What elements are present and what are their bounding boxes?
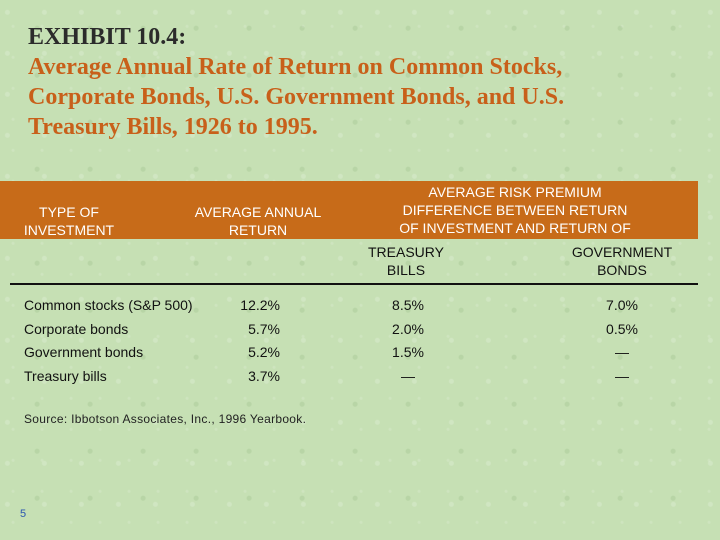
- row-gbonds-premium: 7.0%: [606, 297, 638, 313]
- page-number: 5: [20, 508, 27, 520]
- row-tbills-premium: 2.0%: [392, 321, 424, 337]
- header-type-line2: INVESTMENT: [23, 222, 115, 238]
- row-gbonds-premium: —: [615, 344, 629, 360]
- row-name: Common stocks (S&P 500): [24, 297, 193, 313]
- row-name: Government bonds: [24, 344, 144, 360]
- table-row: Common stocks (S&P 500) 12.2% 8.5% 7.0%: [0, 297, 720, 319]
- row-gbonds-premium: —: [615, 368, 629, 384]
- row-name: Treasury bills: [24, 368, 107, 384]
- subheader-tbills-line2: BILLS: [386, 262, 426, 278]
- header-average-risk-premium: AVERAGE RISK PREMIUM DIFFERENCE BETWEEN …: [370, 183, 660, 237]
- subheader-tbills-line1: TREASURY: [368, 244, 444, 260]
- table-row: Corporate bonds 5.7% 2.0% 0.5%: [0, 321, 720, 343]
- header-divider-rule: [10, 283, 698, 285]
- table-row: Treasury bills 3.7% — —: [0, 368, 720, 390]
- table-header-band: [0, 181, 698, 239]
- header-risk-line2: DIFFERENCE BETWEEN RETURN: [402, 202, 628, 218]
- header-type-line1: TYPE OF: [39, 204, 99, 220]
- slide-title-block: EXHIBIT 10.4: Average Annual Rate of Ret…: [28, 22, 708, 142]
- title-line-3: Treasury Bills, 1926 to 1995.: [28, 114, 318, 140]
- row-return: 3.7%: [248, 368, 280, 384]
- row-return: 5.7%: [248, 321, 280, 337]
- row-name: Corporate bonds: [24, 321, 129, 337]
- header-risk-line1: AVERAGE RISK PREMIUM: [428, 184, 602, 200]
- table-row: Government bonds 5.2% 1.5% —: [0, 344, 720, 366]
- subheader-treasury-bills: TREASURY BILLS: [350, 243, 462, 279]
- exhibit-label: EXHIBIT 10.4:: [28, 24, 187, 50]
- subheader-government-bonds: GOVERNMENT BONDS: [560, 243, 684, 279]
- row-tbills-premium: 8.5%: [392, 297, 424, 313]
- header-avg-line2: RETURN: [228, 222, 288, 238]
- header-risk-line3: OF INVESTMENT AND RETURN OF: [399, 220, 631, 236]
- source-note: Source: Ibbotson Associates, Inc., 1996 …: [24, 412, 307, 426]
- header-avg-line1: AVERAGE ANNUAL: [194, 204, 322, 220]
- title-line-2: Corporate Bonds, U.S. Government Bonds, …: [28, 84, 565, 110]
- row-return: 5.2%: [248, 344, 280, 360]
- title-line-1: Average Annual Rate of Return on Common …: [28, 54, 563, 80]
- subheader-gbonds-line2: BONDS: [597, 262, 647, 278]
- header-average-annual-return: AVERAGE ANNUAL RETURN: [180, 203, 336, 239]
- row-return: 12.2%: [240, 297, 280, 313]
- row-tbills-premium: —: [401, 368, 415, 384]
- row-tbills-premium: 1.5%: [392, 344, 424, 360]
- subheader-gbonds-line1: GOVERNMENT: [571, 244, 673, 260]
- row-gbonds-premium: 0.5%: [606, 321, 638, 337]
- header-type-of-investment: TYPE OF INVESTMENT: [10, 203, 128, 239]
